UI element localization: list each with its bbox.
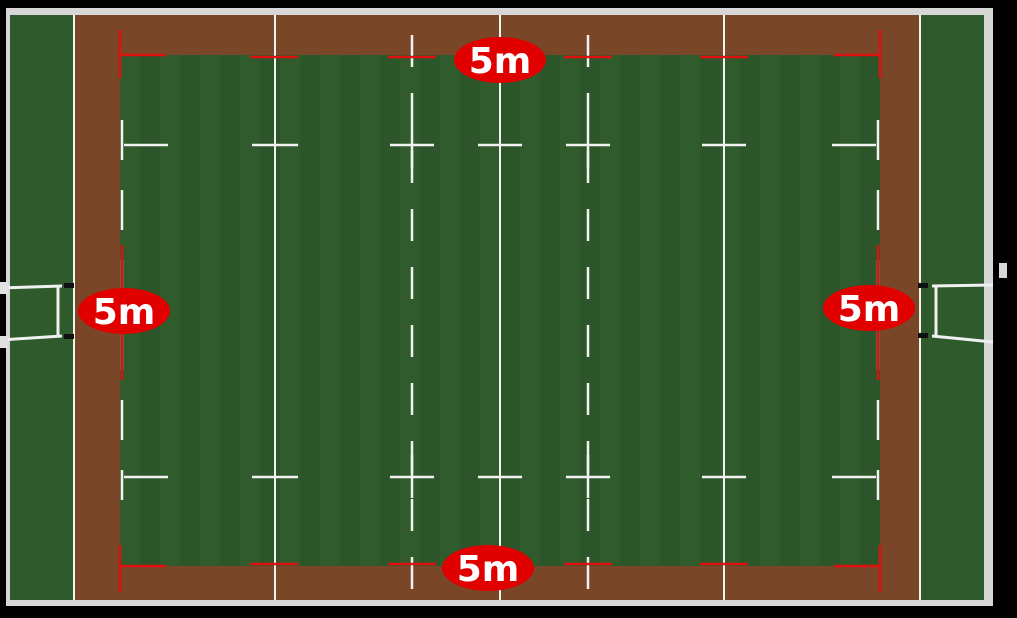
- label-top-text: 5m: [469, 41, 532, 82]
- label-right: 5m: [823, 285, 915, 331]
- field-lines: [274, 15, 725, 600]
- goal-post-right-icon: [918, 263, 1007, 344]
- in-goal-right: [920, 15, 984, 600]
- label-top: 5m: [454, 37, 546, 83]
- label-left-text: 5m: [93, 292, 156, 333]
- label-bottom-text: 5m: [457, 549, 520, 590]
- hash-marks-top: [124, 125, 876, 168]
- goal-post-left-icon: [0, 282, 74, 348]
- try-lines: [73, 15, 921, 600]
- hash-marks-bottom: [124, 455, 876, 498]
- in-goal-left: [10, 15, 74, 600]
- label-bottom: 5m: [442, 545, 534, 591]
- label-left: 5m: [78, 288, 170, 334]
- red-markers: [118, 30, 882, 592]
- dashed-lines: [120, 35, 880, 590]
- label-right-text: 5m: [838, 289, 901, 330]
